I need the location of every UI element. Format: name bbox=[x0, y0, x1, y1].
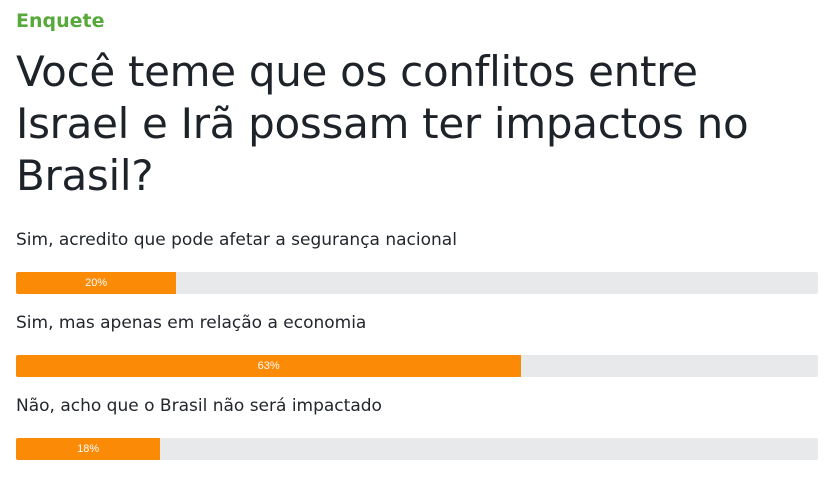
poll-question: Você teme que os conflitos entre Israel … bbox=[16, 47, 749, 200]
poll-option-label: Sim, acredito que pode afetar a seguranç… bbox=[16, 230, 457, 250]
result-bar-track: 18% bbox=[16, 438, 818, 460]
poll-option-label: Sim, mas apenas em relação a economia bbox=[16, 313, 367, 333]
result-bar-fill: 18% bbox=[16, 438, 161, 460]
poll-kicker: Enquete bbox=[16, 10, 105, 32]
poll-option[interactable]: Sim, mas apenas em relação a economia 63… bbox=[16, 311, 818, 394]
poll-option-label: Não, acho que o Brasil não será impactad… bbox=[16, 396, 382, 416]
result-percent: 18% bbox=[77, 443, 100, 455]
poll-widget: Enquete Você teme que os conflitos entre… bbox=[16, 8, 818, 477]
result-bar-track: 20% bbox=[16, 272, 818, 294]
poll-options: Sim, acredito que pode afetar a seguranç… bbox=[16, 228, 818, 477]
result-bar-fill: 20% bbox=[16, 272, 177, 294]
result-percent: 63% bbox=[257, 360, 280, 372]
poll-option[interactable]: Sim, acredito que pode afetar a seguranç… bbox=[16, 228, 818, 311]
poll-option[interactable]: Não, acho que o Brasil não será impactad… bbox=[16, 394, 818, 477]
result-bar-track: 63% bbox=[16, 355, 818, 377]
result-bar-fill: 63% bbox=[16, 355, 522, 377]
result-percent: 20% bbox=[85, 277, 108, 289]
